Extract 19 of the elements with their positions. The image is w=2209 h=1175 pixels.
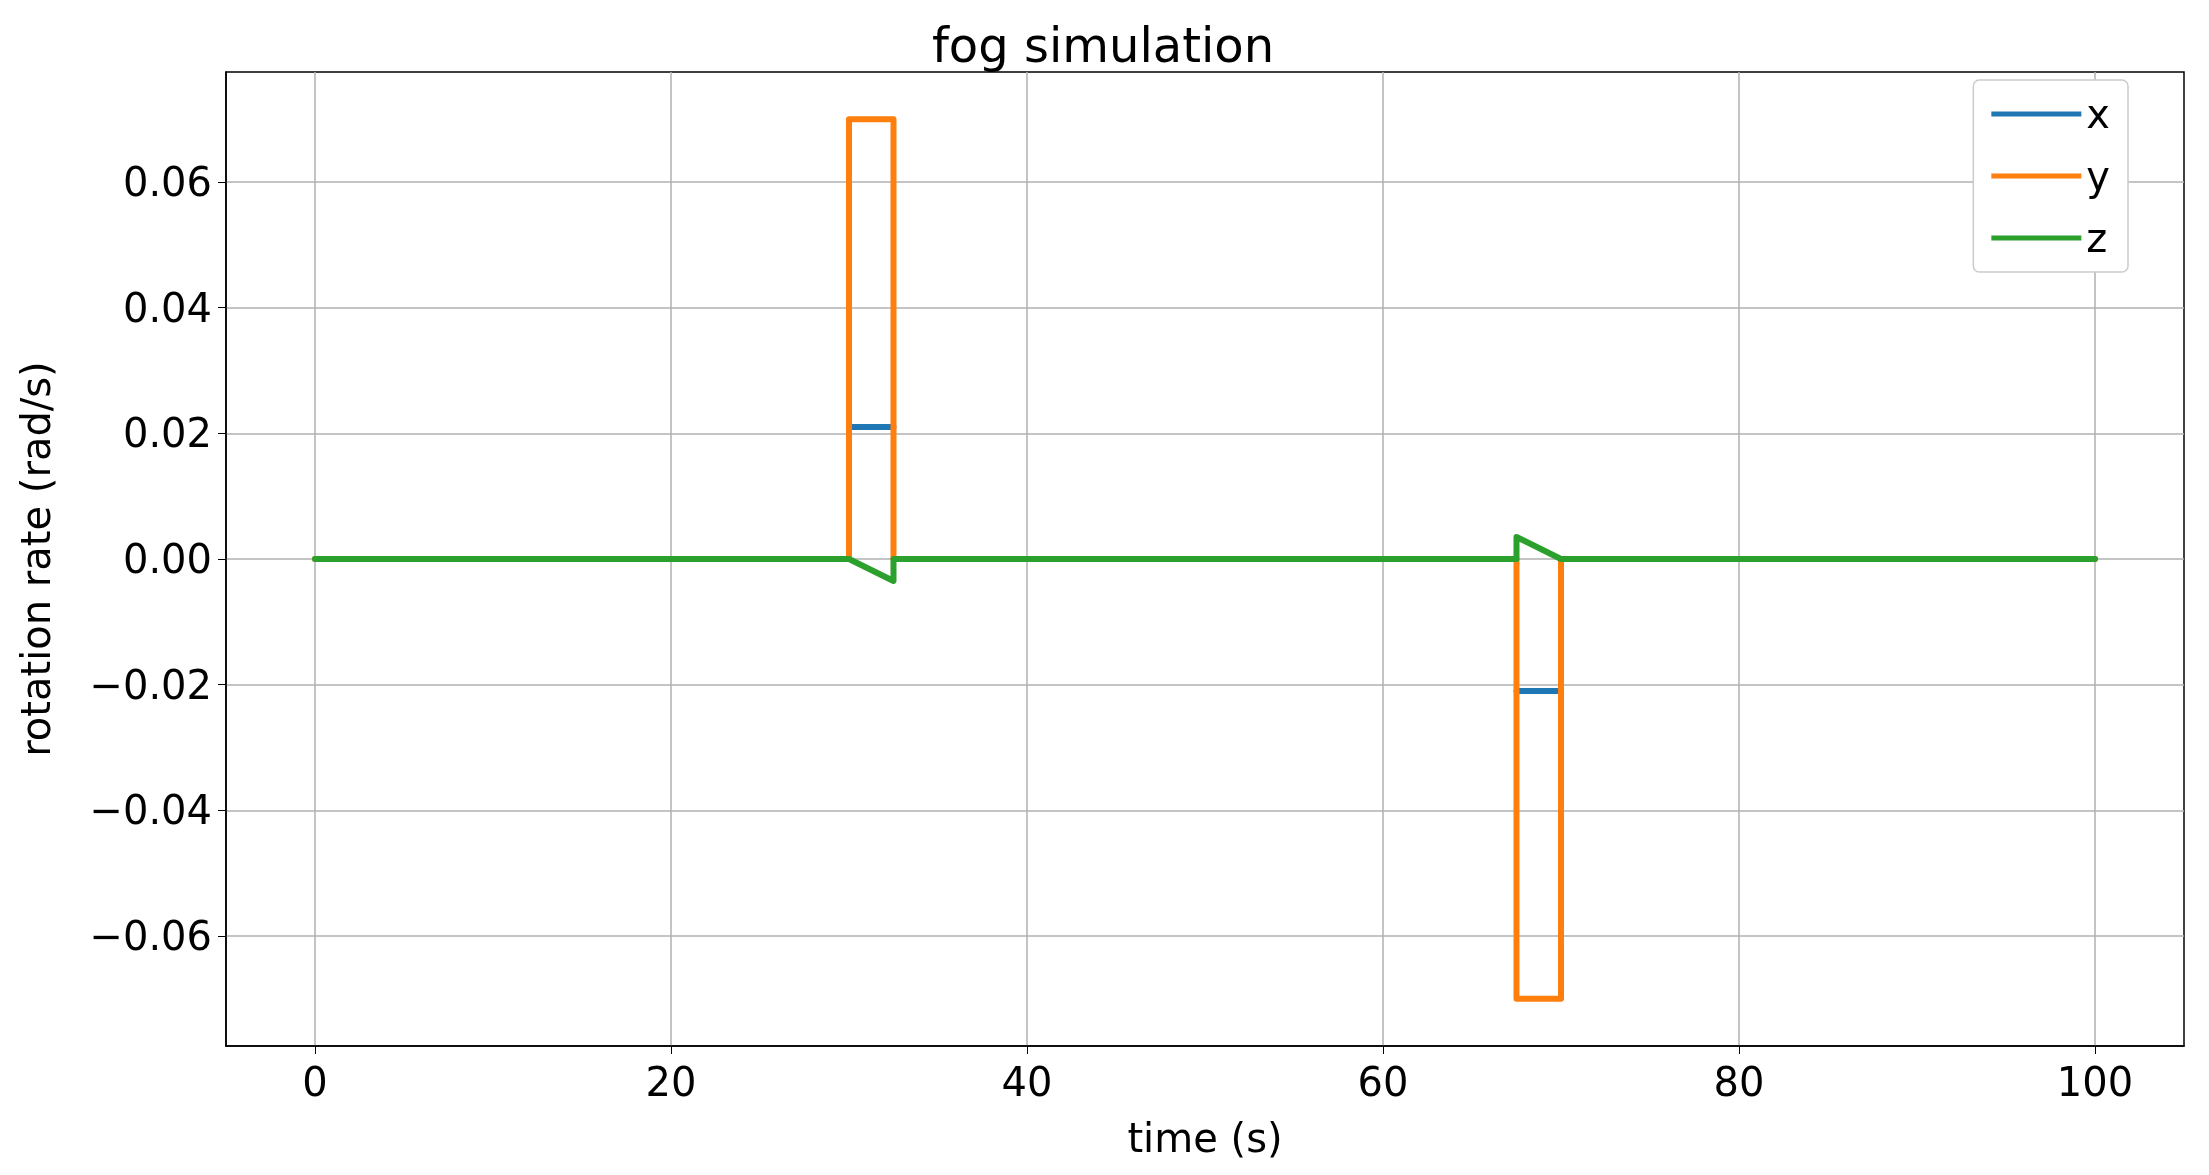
legend-label: y — [2086, 153, 2110, 199]
y-axis-title: rotation rate (rad/s) — [13, 361, 59, 757]
y-tick-label: −0.06 — [89, 913, 212, 960]
x-tick-label: 0 — [302, 1059, 328, 1105]
x-tick-label: 60 — [1357, 1059, 1409, 1105]
chart-title: fog simulation — [931, 17, 1275, 73]
legend-label: x — [2086, 91, 2110, 137]
x-tick-label: 100 — [2056, 1059, 2134, 1105]
y-tick-label: −0.04 — [89, 787, 212, 834]
y-tick-label: 0.02 — [122, 410, 212, 457]
x-tick-label: 40 — [1001, 1059, 1053, 1105]
x-tick-label: 80 — [1713, 1059, 1765, 1105]
x-tick-label: 20 — [645, 1059, 697, 1105]
legend-label: z — [2086, 215, 2108, 261]
y-tick-label: 0.04 — [122, 284, 212, 331]
y-tick-label: −0.02 — [89, 661, 212, 708]
y-tick-label: 0.06 — [122, 158, 212, 205]
x-axis-title: time (s) — [1127, 1115, 1283, 1161]
y-tick-label: 0.00 — [122, 536, 212, 582]
